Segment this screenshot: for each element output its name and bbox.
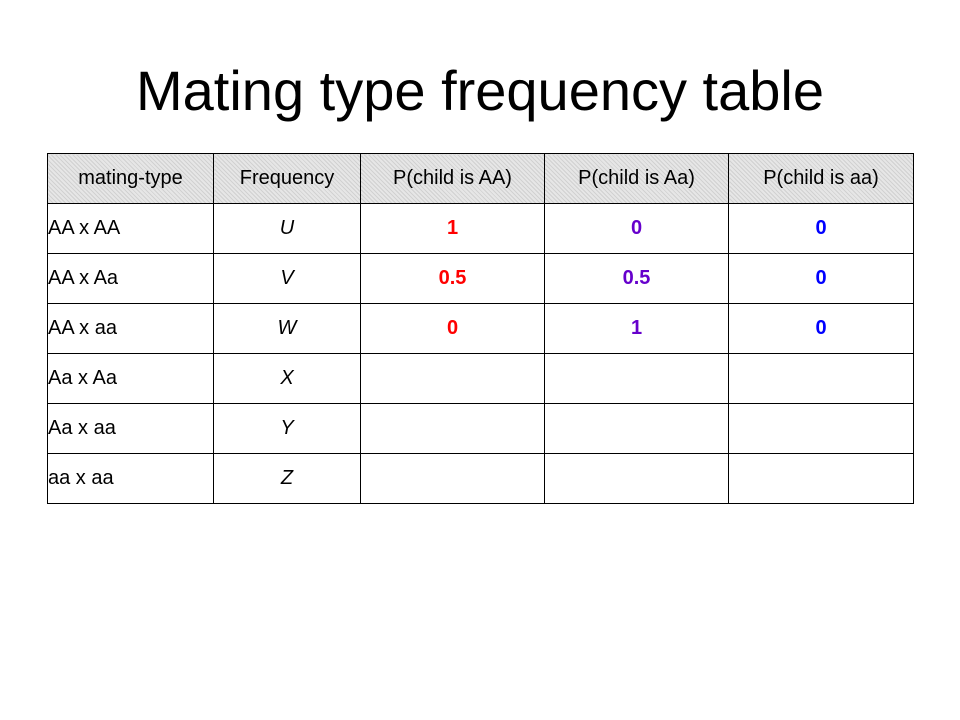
mating-type-cell: AA x aa <box>47 303 214 354</box>
p-child-AA-cell <box>360 453 545 504</box>
table-header-row: mating-type Frequency P(child is AA) P(c… <box>47 153 914 204</box>
mating-type-cell: aa x aa <box>47 453 214 504</box>
table-row: AA x AA U 1 0 0 <box>47 203 914 254</box>
p-child-aa-cell: 0 <box>728 303 914 354</box>
header-p-child-aa-heterozygous: P(child is Aa) <box>544 153 729 204</box>
mating-type-cell: Aa x aa <box>47 403 214 454</box>
p-child-aa-cell <box>728 353 914 404</box>
p-child-AA-cell: 0.5 <box>360 253 545 304</box>
frequency-cell: U <box>213 203 361 254</box>
table-row: AA x Aa V 0.5 0.5 0 <box>47 253 914 304</box>
p-child-Aa-cell: 0.5 <box>544 253 729 304</box>
header-mating-type: mating-type <box>47 153 214 204</box>
p-child-Aa-cell: 1 <box>544 303 729 354</box>
frequency-cell: W <box>213 303 361 354</box>
table-row: AA x aa W 0 1 0 <box>47 303 914 354</box>
p-child-Aa-cell <box>544 453 729 504</box>
mating-type-cell: AA x AA <box>47 203 214 254</box>
frequency-cell: Y <box>213 403 361 454</box>
p-child-AA-cell <box>360 353 545 404</box>
frequency-cell: Z <box>213 453 361 504</box>
slide-title: Mating type frequency table <box>136 59 824 122</box>
table-row: aa x aa Z <box>47 453 914 504</box>
p-child-AA-cell: 0 <box>360 303 545 354</box>
p-child-aa-cell <box>728 403 914 454</box>
p-child-aa-cell: 0 <box>728 253 914 304</box>
frequency-cell: X <box>213 353 361 404</box>
p-child-AA-cell <box>360 403 545 454</box>
mating-type-cell: AA x Aa <box>47 253 214 304</box>
header-p-child-aa-homozygous-recessive: P(child is aa) <box>728 153 914 204</box>
table-row: Aa x Aa X <box>47 353 914 404</box>
p-child-Aa-cell <box>544 353 729 404</box>
p-child-aa-cell <box>728 453 914 504</box>
p-child-aa-cell: 0 <box>728 203 914 254</box>
frequency-cell: V <box>213 253 361 304</box>
header-p-child-aa-homozygous-dominant: P(child is AA) <box>360 153 545 204</box>
p-child-AA-cell: 1 <box>360 203 545 254</box>
p-child-Aa-cell: 0 <box>544 203 729 254</box>
table-row: Aa x aa Y <box>47 403 914 454</box>
p-child-Aa-cell <box>544 403 729 454</box>
mating-type-cell: Aa x Aa <box>47 353 214 404</box>
mating-type-frequency-table: mating-type Frequency P(child is AA) P(c… <box>47 153 914 504</box>
header-frequency: Frequency <box>213 153 361 204</box>
